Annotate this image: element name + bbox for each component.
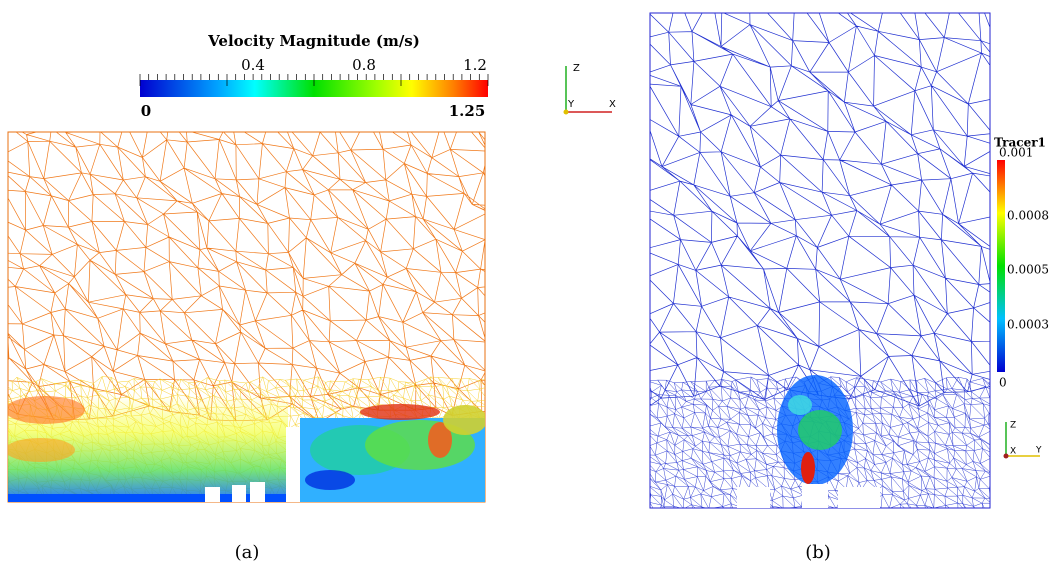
caption: (b) [805,542,831,563]
tick-label: 0.0008 [1007,209,1049,223]
axis-label: Y [1035,446,1042,456]
axis-label: Z [573,63,580,74]
colorbar-title: Tracer1 [994,136,1046,150]
obstacle [250,482,265,502]
axes-triad: Z X Y [1003,421,1042,459]
min-label: 0 [141,102,151,120]
colorbar-title: Velocity Magnitude (m/s) [207,32,420,50]
flow-field [8,395,485,502]
axis-label: X [1010,447,1016,457]
blob [443,405,485,435]
tracer-plume [737,375,880,508]
blob [428,422,452,458]
caption: (a) [235,542,260,563]
plume [788,395,812,415]
tick-label: 0.001 [999,146,1033,160]
tick-label: 0 [999,376,1007,390]
obstacle [232,485,246,502]
blob [305,470,355,490]
axis-label: X [609,99,616,110]
obstacle [286,427,300,502]
origin [563,109,569,115]
axis-label: Z [1010,421,1016,431]
mesh-edges [8,132,485,423]
panel-a: Velocity Magnitude (m/s) 0.4 0.8 1.2 0 1… [7,32,616,563]
plume [798,410,842,450]
colorbar [997,160,1005,372]
blob [8,438,75,462]
colorbar-ticks [139,74,489,86]
tick-label: 0.8 [352,56,376,74]
floor [8,494,288,502]
blob [8,396,85,424]
axes-triad: Z Y X [563,63,616,115]
obstacle [737,487,770,508]
obstacle [802,484,828,508]
mesh-edges [650,13,990,407]
panel-b: Tracer1 0.001 0.0008 0.0005 0.0003 0 Z X… [649,12,1049,563]
tick-label: 0.0003 [1007,318,1049,332]
mesh [650,13,990,508]
blob [360,404,440,420]
obstacle [838,487,880,508]
tick-label: 0.4 [241,56,265,74]
tick-label: 0.0005 [1007,263,1049,277]
tick-label: 1.2 [463,56,487,74]
plume [801,452,815,484]
obstacle [205,487,220,502]
max-label: 1.25 [449,102,486,120]
origin [1003,453,1009,459]
axis-label: Y [567,99,575,110]
